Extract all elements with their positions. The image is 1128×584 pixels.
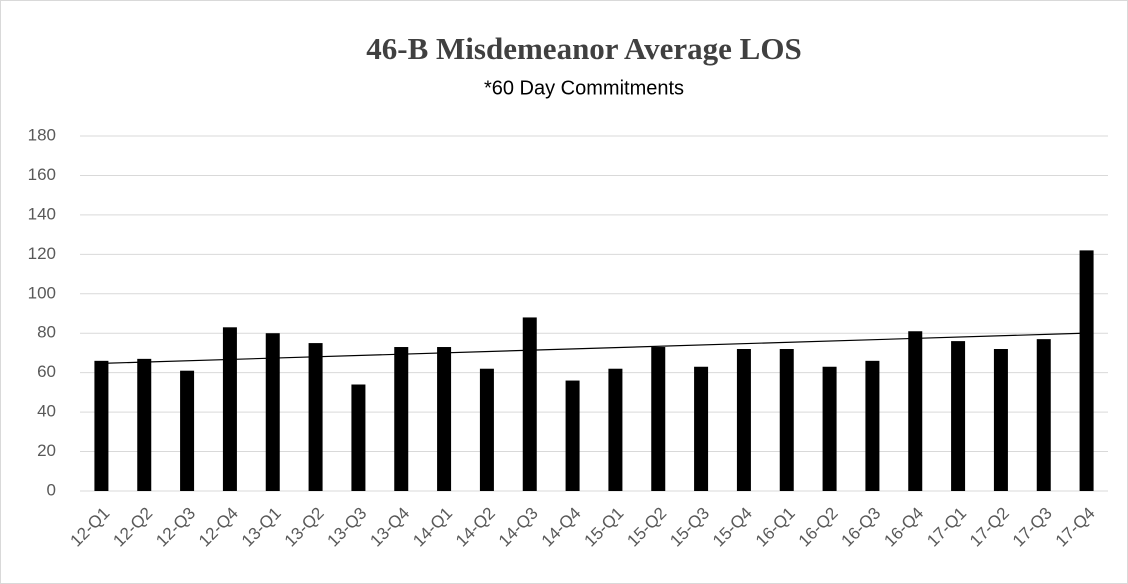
chart-title: 46-B Misdemeanor Average LOS — [366, 31, 801, 66]
bar — [1036, 339, 1051, 491]
y-tick-label: 60 — [37, 362, 56, 381]
y-tick-label: 140 — [28, 204, 56, 223]
bar — [137, 358, 152, 491]
bar — [822, 366, 837, 491]
bar — [265, 333, 280, 491]
bar — [736, 349, 751, 491]
bar — [522, 317, 537, 491]
bar — [479, 368, 494, 491]
bar — [437, 347, 452, 491]
bar — [351, 384, 366, 491]
bar — [180, 370, 195, 491]
bar — [222, 327, 237, 491]
bar — [651, 347, 666, 491]
y-tick-label: 120 — [28, 244, 56, 263]
y-tick-label: 160 — [28, 165, 56, 184]
bar — [1079, 250, 1094, 491]
bar — [951, 341, 966, 491]
y-tick-label: 100 — [28, 283, 56, 302]
bar — [94, 360, 109, 491]
bar — [394, 347, 409, 491]
bar — [779, 349, 794, 491]
bar — [865, 360, 880, 491]
y-tick-label: 20 — [37, 441, 56, 460]
y-tick-label: 80 — [37, 323, 56, 342]
bar — [908, 331, 923, 491]
bar — [694, 366, 709, 491]
bar — [993, 349, 1008, 491]
bar — [308, 343, 323, 491]
y-tick-label: 40 — [37, 402, 56, 421]
y-tick-label: 180 — [28, 125, 56, 144]
bar — [565, 380, 580, 491]
trendline — [101, 332, 1087, 364]
chart-subtitle: *60 Day Commitments — [484, 77, 684, 99]
y-tick-label: 0 — [47, 480, 56, 499]
bar — [608, 368, 623, 491]
